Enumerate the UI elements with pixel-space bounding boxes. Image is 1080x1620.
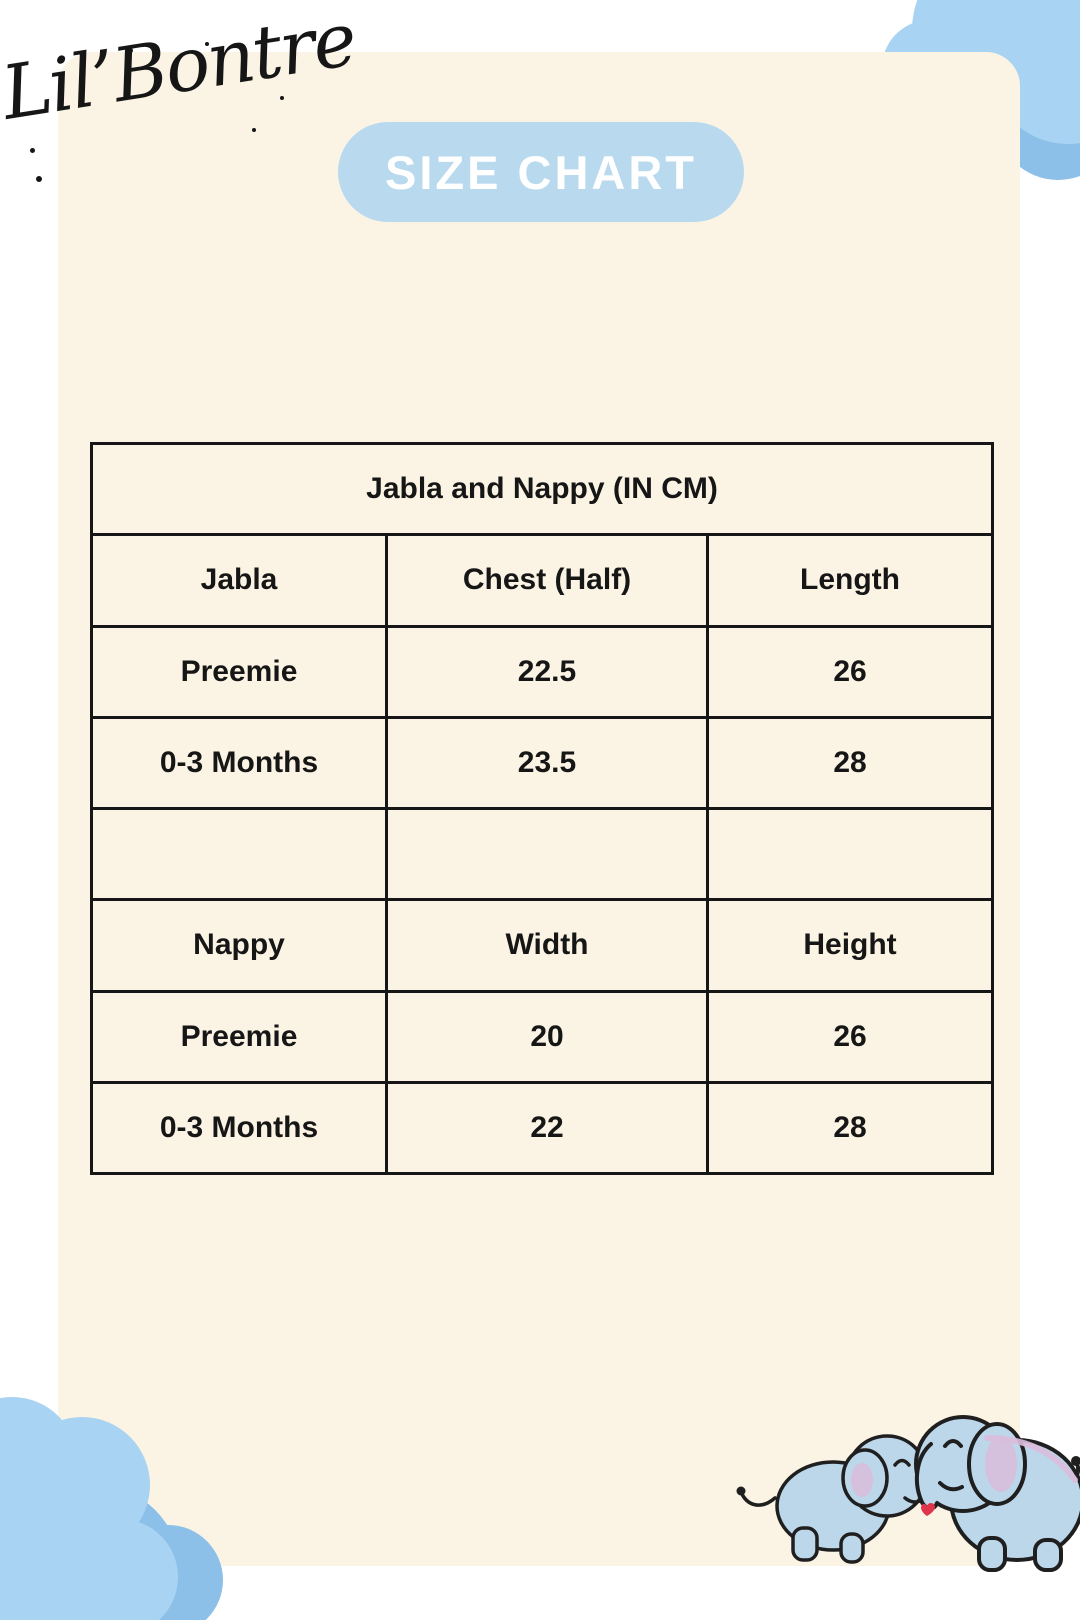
cloud-body (0, 1397, 178, 1620)
ink-dot-icon (128, 48, 133, 53)
table-cell: 26 (705, 624, 995, 719)
table-cell (90, 806, 388, 902)
table-cell: Height (705, 898, 995, 993)
table-row: Jabla Chest (Half) Length (90, 533, 995, 628)
table-row: 0-3 Months 23.5 28 (90, 715, 995, 811)
table-cell: 26 (705, 989, 995, 1084)
size-chart-title-badge: SIZE CHART (338, 122, 744, 222)
table-row: Preemie 22.5 26 (90, 624, 995, 719)
ink-dot-icon (36, 176, 42, 182)
ink-dot-icon (30, 148, 35, 153)
page-title: SIZE CHART (385, 145, 697, 199)
table-header-row: Jabla and Nappy (IN CM) (89, 441, 995, 537)
table-cell (385, 806, 709, 902)
table-row: Nappy Width Height (90, 898, 995, 993)
ink-dot-icon (252, 128, 256, 132)
ink-dot-icon (205, 42, 209, 46)
size-table-container: Jabla and Nappy (IN CM) Jabla Chest (Hal… (89, 441, 995, 1176)
table-cell: Width (385, 898, 709, 993)
table-cell: Preemie (90, 624, 388, 719)
table-cell: Chest (Half) (385, 533, 709, 628)
table-cell: Length (705, 533, 995, 628)
table-cell: 28 (705, 715, 995, 811)
table-row-empty (90, 806, 995, 902)
mother-elephant (914, 1415, 1080, 1572)
table-cell: 0-3 Months (90, 715, 388, 811)
table-cell: 23.5 (385, 715, 709, 811)
table-cell: 0-3 Months (90, 1080, 388, 1176)
elephant-mother-and-baby-illustration (736, 1415, 1080, 1572)
table-row: Preemie 20 26 (90, 989, 995, 1084)
table-cell: 28 (705, 1080, 995, 1176)
table-row: 0-3 Months 22 28 (90, 1080, 995, 1176)
heart-icon (921, 1503, 935, 1516)
table-cell: 20 (385, 989, 709, 1084)
ink-dot-icon (280, 96, 284, 100)
size-table: Jabla and Nappy (IN CM) Jabla Chest (Hal… (89, 441, 995, 1176)
table-cell: Jabla (90, 533, 388, 628)
table-title-cell: Jabla and Nappy (IN CM) (89, 441, 995, 537)
table-cell: Nappy (90, 898, 388, 993)
table-cell: 22 (385, 1080, 709, 1176)
table-cell: Preemie (90, 989, 388, 1084)
baby-elephant (736, 1434, 956, 1564)
table-cell (705, 806, 995, 902)
cloud-icon-bottom-left (0, 1397, 223, 1620)
table-cell: 22.5 (385, 624, 709, 719)
